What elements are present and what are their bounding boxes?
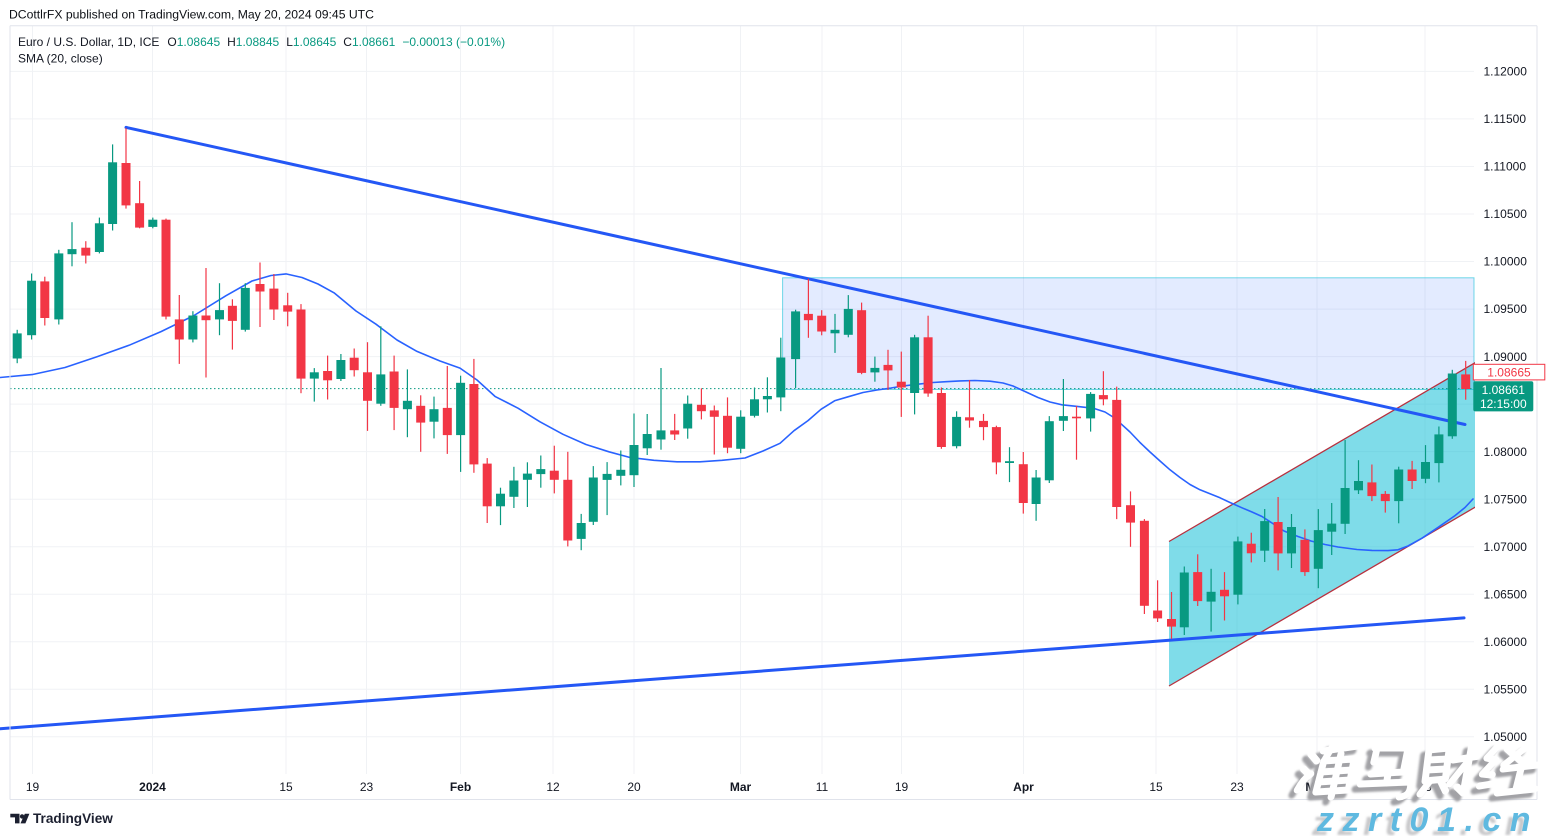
svg-text:1.05000: 1.05000 bbox=[1484, 730, 1528, 744]
svg-text:1.09500: 1.09500 bbox=[1484, 302, 1528, 316]
svg-text:1.09000: 1.09000 bbox=[1484, 350, 1528, 364]
svg-text:1.07000: 1.07000 bbox=[1484, 540, 1528, 554]
svg-text:12: 12 bbox=[546, 780, 560, 794]
svg-text:1.08661: 1.08661 bbox=[1482, 383, 1526, 397]
svg-text:15: 15 bbox=[1149, 780, 1163, 794]
svg-text:1.10500: 1.10500 bbox=[1484, 207, 1528, 221]
svg-text:Mar: Mar bbox=[730, 780, 752, 794]
svg-text:1.06000: 1.06000 bbox=[1484, 635, 1528, 649]
svg-text:TradingView: TradingView bbox=[33, 811, 113, 826]
svg-text:1.08000: 1.08000 bbox=[1484, 445, 1528, 459]
svg-text:1.10000: 1.10000 bbox=[1484, 255, 1528, 269]
svg-text:1.06500: 1.06500 bbox=[1484, 587, 1528, 601]
svg-text:12:15:00: 12:15:00 bbox=[1480, 397, 1527, 411]
svg-text:1.11000: 1.11000 bbox=[1484, 160, 1527, 174]
svg-text:20: 20 bbox=[627, 780, 641, 794]
svg-text:23: 23 bbox=[1230, 780, 1244, 794]
svg-text:23: 23 bbox=[360, 780, 374, 794]
svg-text:SMA (20, close): SMA (20, close) bbox=[18, 52, 103, 66]
svg-text:2024: 2024 bbox=[139, 780, 166, 794]
svg-text:DCottlrFX published on Trading: DCottlrFX published on TradingView.com, … bbox=[9, 8, 374, 22]
svg-text:Apr: Apr bbox=[1013, 780, 1034, 794]
svg-text:1.11500: 1.11500 bbox=[1484, 112, 1527, 126]
svg-text:1.07500: 1.07500 bbox=[1484, 492, 1528, 506]
svg-text:1.05500: 1.05500 bbox=[1484, 683, 1528, 697]
svg-text:1.08665: 1.08665 bbox=[1487, 365, 1531, 379]
svg-text:1.12000: 1.12000 bbox=[1484, 65, 1528, 79]
svg-text:11: 11 bbox=[816, 780, 829, 794]
svg-text:15: 15 bbox=[279, 780, 293, 794]
svg-text:19: 19 bbox=[26, 780, 40, 794]
svg-text:Feb: Feb bbox=[450, 780, 471, 794]
svg-text:19: 19 bbox=[895, 780, 909, 794]
svg-text:zzrt01.cn: zzrt01.cn bbox=[1316, 801, 1539, 836]
